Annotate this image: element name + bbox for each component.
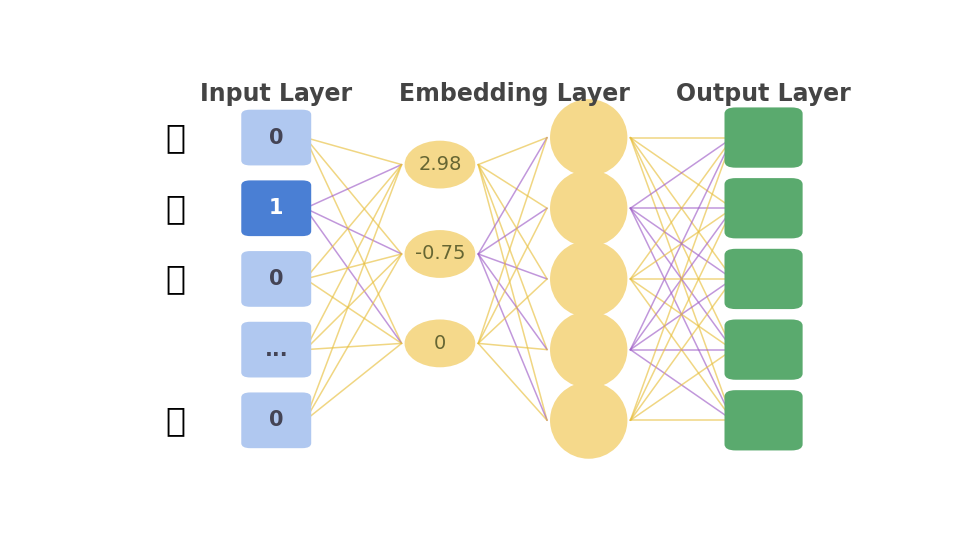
- FancyBboxPatch shape: [725, 178, 803, 238]
- Text: Embedding Layer: Embedding Layer: [399, 82, 630, 106]
- FancyBboxPatch shape: [241, 251, 311, 307]
- Ellipse shape: [404, 320, 475, 367]
- Text: 1: 1: [269, 198, 283, 218]
- FancyBboxPatch shape: [241, 180, 311, 236]
- Text: 0: 0: [269, 127, 283, 147]
- Text: 0: 0: [434, 334, 446, 353]
- FancyBboxPatch shape: [241, 110, 311, 165]
- FancyBboxPatch shape: [725, 390, 803, 450]
- Text: 🥗: 🥗: [166, 262, 186, 295]
- FancyBboxPatch shape: [725, 320, 803, 380]
- Text: 🌭: 🌭: [166, 192, 186, 225]
- Ellipse shape: [550, 240, 628, 318]
- Text: 0: 0: [269, 269, 283, 289]
- FancyBboxPatch shape: [725, 249, 803, 309]
- Text: 🫔: 🫔: [166, 404, 186, 437]
- FancyBboxPatch shape: [725, 107, 803, 168]
- Ellipse shape: [404, 230, 475, 278]
- Ellipse shape: [404, 141, 475, 188]
- Ellipse shape: [550, 382, 628, 459]
- Ellipse shape: [550, 311, 628, 388]
- Text: Output Layer: Output Layer: [676, 82, 851, 106]
- Text: -0.75: -0.75: [415, 245, 466, 264]
- FancyBboxPatch shape: [241, 322, 311, 377]
- Ellipse shape: [550, 170, 628, 247]
- Text: 🍲: 🍲: [166, 121, 186, 154]
- Text: 0: 0: [269, 410, 283, 430]
- Text: ...: ...: [264, 340, 288, 360]
- FancyBboxPatch shape: [241, 393, 311, 448]
- Text: Input Layer: Input Layer: [201, 82, 352, 106]
- Text: 2.98: 2.98: [419, 155, 462, 174]
- Ellipse shape: [550, 99, 628, 176]
